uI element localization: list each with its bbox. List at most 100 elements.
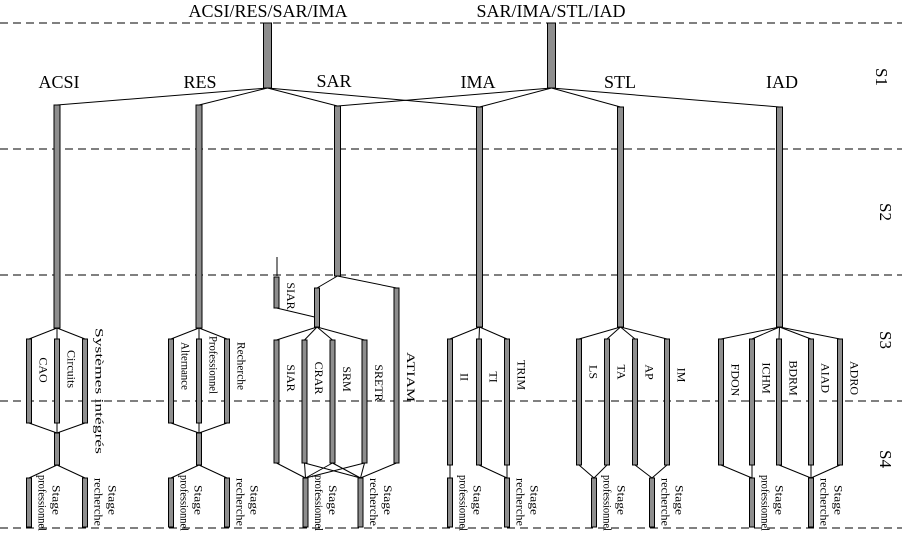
option-label-sretr: SRETR [372, 364, 386, 401]
connector-line [170, 327, 200, 340]
stage-label: Stage [326, 485, 340, 515]
ima-option-bar-ii [447, 338, 453, 466]
connector-line [779, 326, 812, 340]
option-label-professionnel: Professionnel [207, 336, 221, 395]
branch-label-stl: STL [604, 72, 636, 92]
option-label-trim: TRIM [515, 360, 529, 390]
stage-professionnel-label: professionnel [601, 475, 615, 532]
connector-line [751, 326, 780, 340]
connector-line [778, 326, 780, 340]
connector-line [578, 326, 621, 340]
iad-option-bar-aiad [808, 338, 814, 466]
connector-line [276, 307, 315, 318]
iad-stage-professionnel-bar [749, 477, 755, 528]
res-option-bar-professionnel [196, 338, 202, 424]
connector-line [316, 275, 338, 289]
connector-line [198, 422, 228, 434]
sar-stage-professionnel-bar [302, 477, 309, 528]
connector-line [360, 462, 397, 479]
stl-option-bar-ls [576, 338, 582, 466]
option-label-im: IM [675, 368, 689, 383]
connector-line [198, 327, 228, 340]
option-label-crar: CRAR [312, 362, 326, 395]
option-label-ii: II [458, 373, 472, 381]
stl-main-bar [617, 106, 624, 328]
connector-line [720, 464, 753, 479]
option-label-fdon: FDON [729, 364, 743, 397]
connector-line [305, 462, 365, 479]
option-label-systemes-integres: Systèmes intégrés [93, 328, 107, 454]
stage-recherche-label: recherche [514, 478, 528, 526]
ima-stage-professionnel-bar [447, 477, 453, 528]
iad-option-bar-adro [837, 338, 843, 466]
res-main-bar [195, 104, 203, 329]
connector-line [305, 462, 333, 479]
stage-label: Stage [773, 485, 787, 515]
connector-line [578, 464, 595, 479]
connector-line [198, 87, 268, 106]
root-bar-sar-ima-stl-iad [547, 22, 556, 89]
connector-line [606, 326, 621, 340]
option-label-ti: TI [487, 371, 501, 382]
connector-line [479, 326, 508, 340]
acsi-stage-professionnel-bar [26, 477, 32, 528]
stage-professionnel-label: professionnel [178, 475, 192, 532]
stage-label: Stage [673, 485, 687, 515]
option-label-circuits: Circuits [65, 350, 79, 388]
semester-label-s3: S3 [876, 331, 895, 349]
connector-line [316, 326, 365, 341]
connector-line [449, 326, 480, 340]
stage-recherche-label: recherche [92, 478, 106, 526]
ima-stage-recherche-bar [504, 477, 510, 528]
connector-line [267, 87, 480, 108]
stage-label: Stage [528, 485, 542, 515]
stage-label: Stage [248, 485, 262, 515]
connector-line [56, 87, 268, 106]
option-label-recherche: Recherche [235, 342, 249, 390]
option-label-ta: TA [615, 364, 629, 379]
connector-line [56, 464, 86, 479]
connector-line [304, 462, 306, 479]
stage-professionnel-label: professionnel [759, 475, 773, 532]
acsi-option-bar-systemes-integres [82, 338, 88, 424]
iad-stage-recherche-bar [808, 477, 814, 528]
connector-line [276, 462, 306, 479]
connector-line [337, 87, 552, 107]
connector-line [56, 422, 86, 434]
connector-line [478, 326, 480, 340]
sar-junction-bar [314, 287, 320, 328]
connector-line [593, 464, 608, 479]
connector-line [634, 464, 653, 479]
stage-label: Stage [106, 485, 120, 515]
connector-line [267, 87, 338, 107]
res-stage-recherche-bar [224, 477, 230, 528]
ima-main-bar [476, 106, 483, 328]
sar-option-bar-siar [273, 339, 280, 464]
option-label-adro: ADRO [848, 361, 862, 395]
connector-line [170, 422, 200, 434]
acsi-s4-junction-bar [54, 432, 60, 466]
stl-option-bar-im [664, 338, 670, 466]
sar-option-bar-srm [329, 339, 336, 464]
stage-label: Stage [192, 485, 206, 515]
connector-line [478, 464, 508, 479]
acsi-main-bar [53, 104, 61, 329]
connector-line [551, 87, 621, 108]
branch-label-sar: SAR [316, 71, 351, 91]
option-label-ap: AP [643, 364, 657, 380]
connector-line [479, 87, 552, 108]
stage-label: Stage [832, 485, 846, 515]
connector-line [170, 464, 200, 479]
option-label-siar: SIAR [284, 364, 298, 391]
option-label-alternance: Alternance [179, 342, 193, 390]
iad-option-bar-ichm [749, 338, 755, 466]
res-option-bar-alternance [168, 338, 174, 424]
stage-label: Stage [471, 485, 485, 515]
root-title-right: SAR/IMA/STL/IAD [476, 1, 625, 21]
option-label-siar-early: SIAR [284, 282, 298, 309]
semester-label-s4: S4 [876, 450, 895, 468]
root-title-left: ACSI/RES/SAR/IMA [188, 1, 347, 21]
root-bar-acsi-res-sar-ima [263, 22, 272, 89]
option-label-bdrm: BDRM [787, 360, 801, 396]
